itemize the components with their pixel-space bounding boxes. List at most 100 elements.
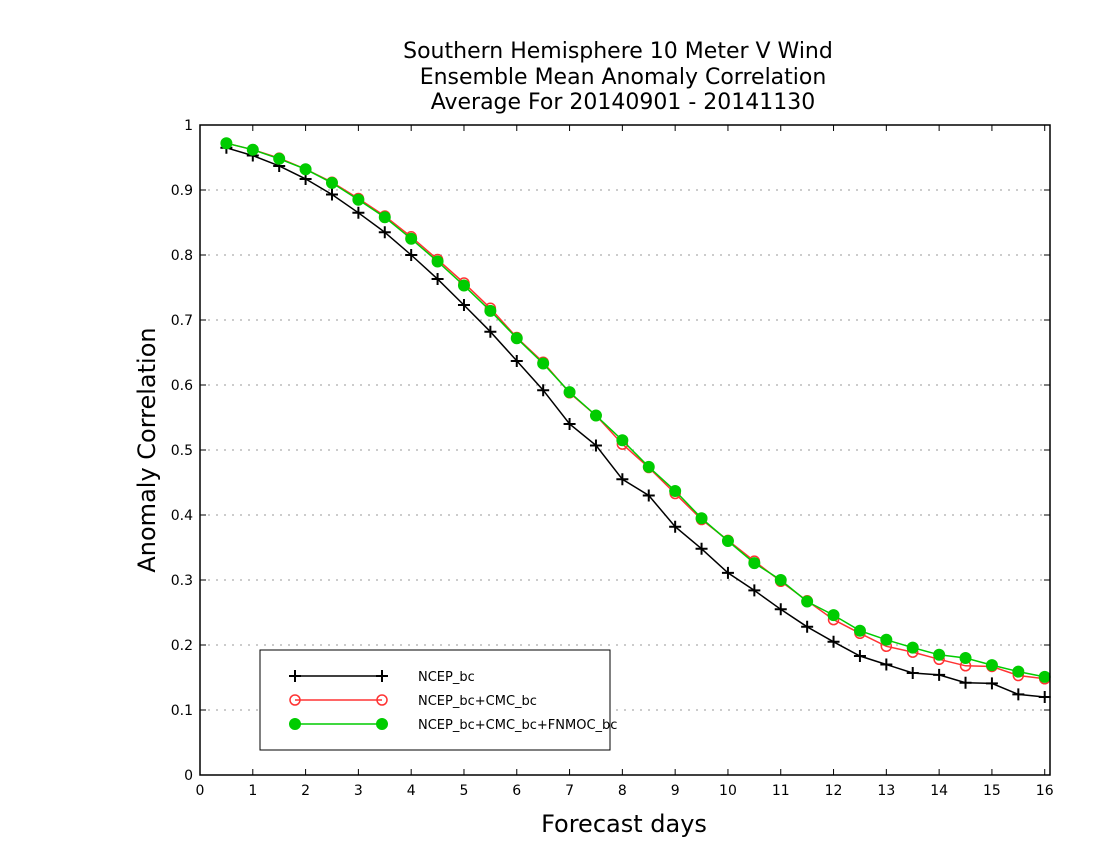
data-point-plus bbox=[642, 489, 655, 502]
data-point-plus bbox=[695, 542, 708, 555]
series-line bbox=[226, 142, 1045, 680]
data-point-filled-circle bbox=[510, 332, 523, 345]
data-point-filled-circle bbox=[642, 460, 655, 473]
x-tick-label: 11 bbox=[772, 783, 790, 799]
x-tick-label: 0 bbox=[196, 783, 205, 799]
data-point-plus bbox=[933, 668, 946, 681]
x-axis-label: Forecast days bbox=[541, 810, 707, 838]
data-point-plus bbox=[748, 584, 761, 597]
legend-label: NCEP_bc bbox=[418, 670, 475, 685]
data-point-filled-circle bbox=[537, 357, 550, 370]
y-tick-label: 0.1 bbox=[171, 703, 193, 719]
data-point-filled-circle bbox=[378, 211, 391, 224]
x-tick-label: 8 bbox=[618, 783, 627, 799]
data-point-filled-circle bbox=[959, 652, 972, 664]
data-point-plus bbox=[457, 299, 470, 312]
data-point-filled-circle bbox=[669, 484, 682, 497]
series-line bbox=[226, 147, 1045, 698]
data-point-filled-circle bbox=[985, 659, 998, 672]
data-point-filled-circle bbox=[246, 143, 259, 156]
data-point-plus bbox=[774, 603, 787, 616]
x-tick-label: 10 bbox=[719, 783, 737, 799]
series-open-circle bbox=[220, 137, 1051, 685]
y-tick-label: 0.6 bbox=[171, 378, 193, 394]
data-point-filled-circle bbox=[827, 609, 840, 622]
data-point-filled-circle bbox=[695, 512, 708, 525]
data-point-filled-circle bbox=[1038, 670, 1051, 683]
data-point-filled-circle bbox=[774, 574, 787, 586]
x-tick-label: 14 bbox=[930, 783, 948, 799]
data-point-filled-circle bbox=[289, 718, 301, 730]
data-point-filled-circle bbox=[721, 535, 734, 547]
data-point-filled-circle bbox=[273, 152, 286, 165]
data-point-plus bbox=[1038, 691, 1051, 703]
x-tick-label: 16 bbox=[1036, 783, 1054, 799]
data-point-plus bbox=[431, 273, 444, 286]
data-point-filled-circle bbox=[748, 557, 761, 570]
y-tick-label: 0.5 bbox=[171, 443, 193, 459]
x-tick-label: 2 bbox=[301, 783, 310, 799]
legend-entry: NCEP_bc bbox=[289, 670, 475, 685]
y-axis-label: Anomaly Correlation bbox=[133, 327, 161, 572]
data-point-plus bbox=[376, 670, 388, 682]
legend: NCEP_bc NCEP_bc+CMC_bc NCEP_bc+CMC_bc+FNMO… bbox=[259, 649, 617, 751]
data-point-filled-circle bbox=[933, 648, 946, 661]
data-point-filled-circle bbox=[880, 633, 893, 646]
data-point-plus bbox=[985, 677, 998, 690]
data-point-filled-circle bbox=[325, 176, 338, 189]
data-point-plus bbox=[906, 666, 919, 679]
data-point-filled-circle bbox=[801, 595, 814, 608]
chart-title: Southern Hemisphere 10 Meter V Wind bbox=[403, 39, 833, 64]
data-point-plus bbox=[1012, 688, 1025, 701]
data-point-open-circle bbox=[376, 694, 388, 706]
x-tick-label: 7 bbox=[565, 783, 574, 799]
series-group bbox=[220, 137, 1051, 703]
y-tick-label: 1 bbox=[184, 118, 193, 134]
data-point-plus bbox=[484, 325, 497, 338]
data-point-filled-circle bbox=[589, 409, 602, 422]
data-point-plus bbox=[537, 384, 550, 397]
chart-subtitle: Ensemble Mean Anomaly Correlation bbox=[420, 65, 827, 90]
data-point-open-circle bbox=[289, 694, 301, 706]
x-tick-label: 9 bbox=[671, 783, 680, 799]
grid bbox=[200, 189, 1050, 711]
data-point-plus bbox=[325, 188, 338, 201]
y-tick-label: 0.8 bbox=[171, 248, 193, 264]
ticks: 00.10.20.30.40.50.60.70.80.910 1 2 3 4 5 6 7 8 9 1… bbox=[171, 118, 1054, 799]
data-point-filled-circle bbox=[299, 163, 312, 176]
legend-entry: NCEP_bc+CMC_bc+FNMOC_bc bbox=[289, 718, 617, 733]
data-point-filled-circle bbox=[431, 255, 444, 268]
x-tick-label: 4 bbox=[407, 783, 416, 799]
legend-entry: NCEP_bc+CMC_bc bbox=[289, 694, 537, 709]
series-plus bbox=[220, 141, 1051, 703]
x-tick-label: 13 bbox=[877, 783, 895, 799]
series-line bbox=[226, 142, 1045, 678]
data-point-filled-circle bbox=[853, 624, 866, 637]
data-point-filled-circle bbox=[1012, 665, 1025, 678]
data-point-filled-circle bbox=[220, 137, 233, 150]
data-point-plus bbox=[378, 226, 391, 239]
data-point-plus bbox=[510, 354, 523, 367]
x-tick-label: 6 bbox=[512, 783, 521, 799]
data-point-plus bbox=[352, 206, 365, 219]
x-tick-label: 15 bbox=[983, 783, 1001, 799]
data-point-filled-circle bbox=[563, 386, 576, 399]
y-tick-label: 0.7 bbox=[171, 313, 193, 329]
y-tick-label: 0 bbox=[184, 768, 193, 784]
data-point-filled-circle bbox=[484, 304, 497, 317]
data-point-filled-circle bbox=[352, 193, 365, 206]
data-point-plus bbox=[289, 670, 301, 682]
x-tick-label: 3 bbox=[354, 783, 363, 799]
y-tick-label: 0.2 bbox=[171, 638, 193, 654]
y-tick-label: 0.3 bbox=[171, 573, 193, 589]
x-tick-label: 5 bbox=[460, 783, 469, 799]
data-point-plus bbox=[405, 249, 418, 261]
data-point-plus bbox=[801, 620, 814, 633]
data-point-filled-circle bbox=[906, 641, 919, 654]
legend-label: NCEP_bc+CMC_bc bbox=[418, 694, 537, 709]
data-point-plus bbox=[959, 676, 972, 689]
legend-label: NCEP_bc+CMC_bc+FNMOC_bc bbox=[418, 718, 617, 733]
x-tick-label: 1 bbox=[248, 783, 257, 799]
data-point-filled-circle bbox=[616, 434, 629, 447]
